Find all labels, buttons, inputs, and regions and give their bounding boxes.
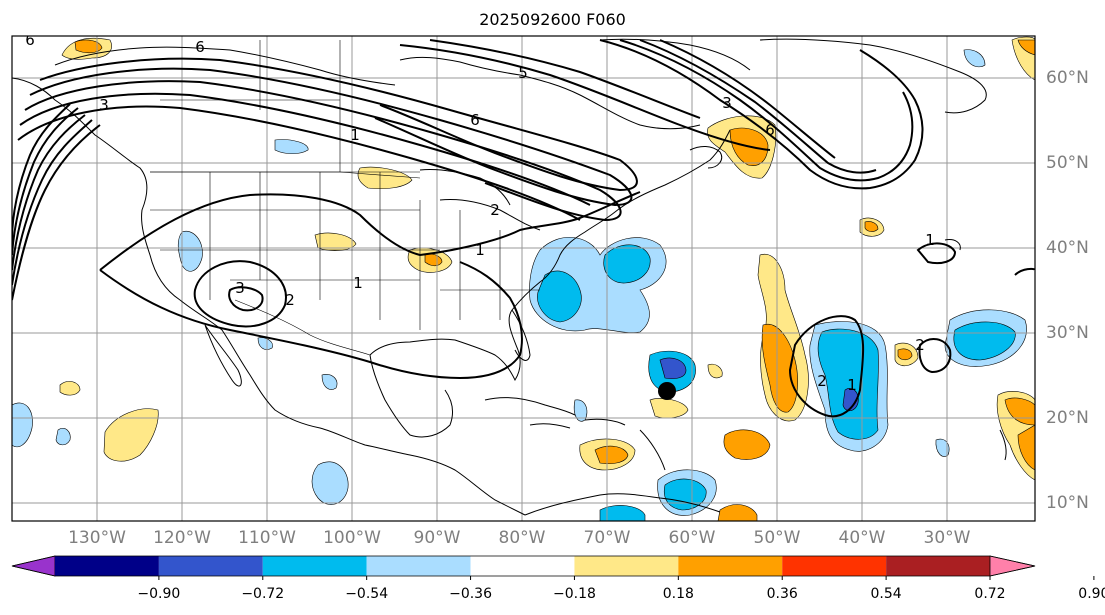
longitude-label: 50°W [753,528,801,548]
contour-label: 1 [353,274,363,292]
colorbar-under-arrow [11,555,56,577]
latitude-label: 10°N [1046,493,1089,513]
contour-labels: 6 6 3 6 5 3 6 1 2 1 3 2 2 1 1 2 1 [25,31,935,394]
longitude-label: 70°W [583,528,631,548]
storm-marker [658,382,676,400]
contour-label: 2 [490,201,500,219]
latitude-label: 50°N [1046,153,1089,173]
latitude-label: 40°N [1046,238,1089,258]
colorbar-tick-label: 0.36 [766,586,798,602]
colorbar-segment [678,556,783,576]
colorbar-segment [262,556,367,576]
contour-label: 5 [518,64,528,82]
contour-label: 6 [765,121,775,139]
colorbar-tick-label: 0.18 [662,586,694,602]
longitude-label: 100°W [323,528,381,548]
colorbar-segment [574,556,679,576]
contour-label: 6 [195,38,205,56]
longitude-label: 30°W [923,528,971,548]
contour-label: 3 [99,96,109,114]
longitude-label: 90°W [413,528,461,548]
colorbar-tick-label: −0.90 [137,586,181,602]
contour-label: 1 [925,231,935,249]
contour-label: 1 [847,376,857,394]
contour-label: 3 [235,279,245,297]
longitude-label: 110°W [238,528,296,548]
latitude-label: 30°N [1046,323,1089,343]
colorbar-segment [886,556,990,576]
longitude-label: 130°W [68,528,126,548]
contour-label: 2 [915,336,925,354]
colorbar-segment [470,556,575,576]
colorbar-tick-label: −0.18 [552,586,596,602]
colorbar-tick-label: 0.54 [870,586,902,602]
contour-label: 2 [285,291,295,309]
contour-label: 6 [470,111,480,129]
height-contours [12,39,1035,418]
colorbar-tick-label: −0.36 [449,586,492,602]
lat-lon-grid [12,36,1035,521]
coastlines [12,38,1007,516]
contour-label: 2 [817,372,827,390]
longitude-label: 120°W [153,528,211,548]
colorbar-tick-label: 0.72 [974,586,1006,602]
colorbar-segment [782,556,887,576]
map-frame [11,35,1036,522]
colorbar-tick-label: −0.54 [345,586,389,602]
anomaly-fills [12,36,1035,521]
political-borders [150,40,540,356]
contour-label: 1 [350,126,360,144]
contour-label: 1 [475,241,485,259]
contour-label: 3 [722,94,732,112]
latitude-label: 20°N [1046,408,1089,428]
colorbar-segment [366,556,471,576]
colorbar-segment [55,556,159,576]
colorbar-segment [158,556,263,576]
map-title: 2025092600 F060 [479,10,626,29]
longitude-label: 60°W [668,528,716,548]
contour-label: 6 [25,31,35,49]
colorbar [11,555,1095,580]
latitude-label: 60°N [1046,68,1089,88]
colorbar-tick-label: 0.90 [1078,586,1105,602]
colorbar-over-arrow [989,555,1036,577]
longitude-label: 40°W [838,528,886,548]
longitude-label: 80°W [498,528,546,548]
colorbar-tick-label: −0.72 [241,586,285,602]
